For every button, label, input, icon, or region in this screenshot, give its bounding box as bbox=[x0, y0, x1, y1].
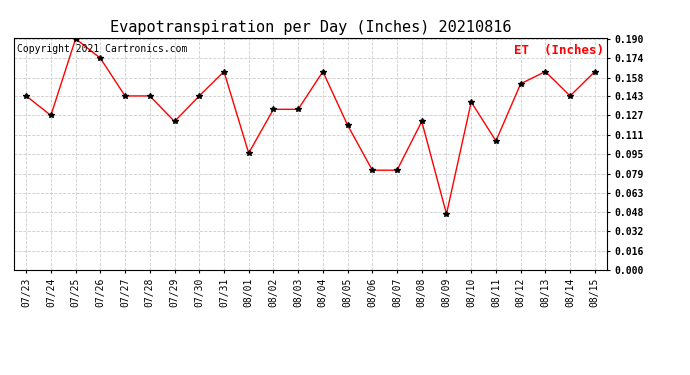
Text: ET  (Inches): ET (Inches) bbox=[514, 45, 604, 57]
Text: Copyright 2021 Cartronics.com: Copyright 2021 Cartronics.com bbox=[17, 45, 187, 54]
Title: Evapotranspiration per Day (Inches) 20210816: Evapotranspiration per Day (Inches) 2021… bbox=[110, 20, 511, 35]
